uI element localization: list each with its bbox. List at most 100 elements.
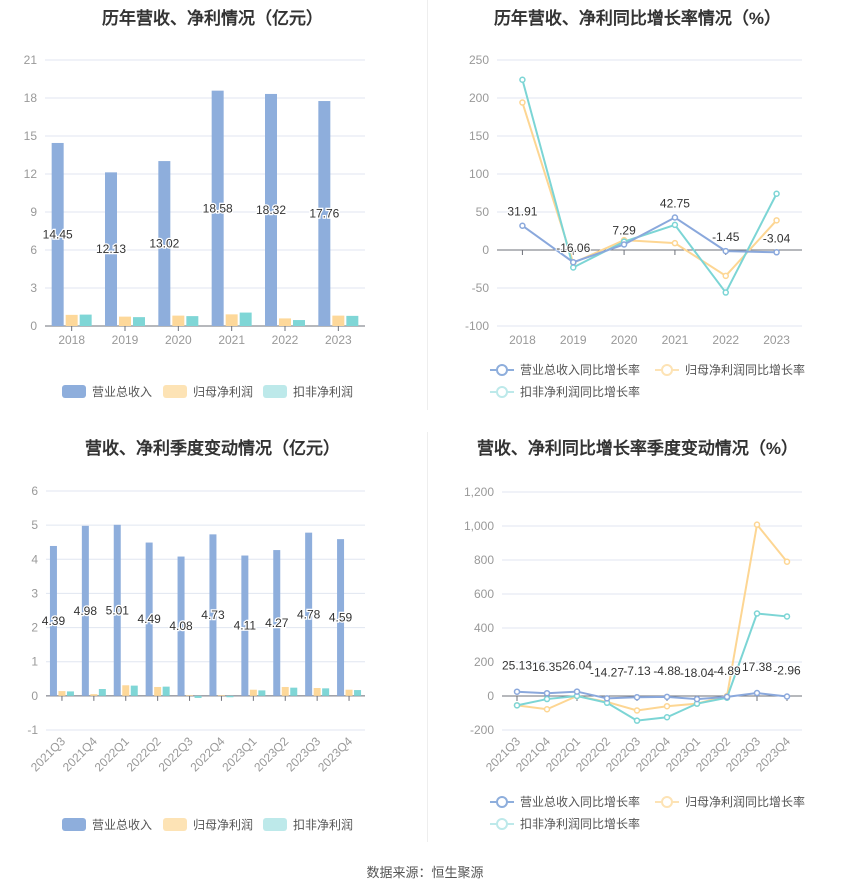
x-tick-label: 2021 [218, 333, 245, 347]
chart-title: 历年营收、净利同比增长率情况（%） [493, 9, 782, 28]
legend-label: 扣非净利润同比增长率 [520, 385, 641, 399]
data-point [513, 702, 521, 709]
bar-net-profit [345, 689, 353, 696]
y-tick-label: 0 [31, 689, 38, 703]
legend-label: 扣非净利润 [293, 818, 354, 832]
bar-net-profit [172, 315, 185, 326]
data-label: 42.75 [660, 197, 690, 211]
y-tick-label: 6 [30, 243, 37, 257]
data-label: 4.11 [234, 619, 257, 633]
bar-revenue [318, 101, 331, 326]
y-tick-label: 6 [31, 484, 38, 498]
data-point [663, 714, 671, 721]
divider [427, 432, 428, 842]
data-label: 4.39 [42, 614, 66, 628]
data-point [543, 689, 551, 697]
bar-revenue [265, 93, 277, 327]
y-tick-label: 1,000 [464, 519, 494, 533]
bar-net-profit [65, 314, 78, 326]
data-point [519, 222, 526, 229]
y-tick-label: -100 [465, 319, 489, 333]
bar-revenue [273, 550, 281, 696]
x-tick-label: 2023Q4 [753, 734, 793, 774]
bar-revenue [145, 542, 153, 696]
data-label: 17.38 [742, 660, 772, 674]
data-point [773, 217, 780, 224]
data-point [663, 693, 671, 701]
y-tick-label: 0 [487, 689, 494, 703]
bar-revenue [105, 172, 117, 326]
data-point [773, 190, 780, 198]
data-point [633, 707, 641, 714]
data-label: 17.76 [309, 207, 339, 221]
data-point [753, 521, 761, 528]
bar-net-profit [122, 685, 130, 696]
data-point [722, 247, 729, 255]
legend-swatch [62, 818, 86, 831]
data-label: -18.04 [680, 666, 714, 680]
legend-line-icon [490, 795, 514, 808]
data-label: 4.73 [201, 608, 225, 622]
bar-revenue [81, 525, 89, 696]
chart-title: 营收、净利同比增长率季度变动情况（%） [476, 439, 799, 458]
legend-label: 扣非净利润 [293, 385, 354, 399]
legend-item-revenue-growth[interactable]: 营业总收入同比增长率 [490, 361, 640, 378]
bar-deducted-profit [226, 695, 234, 698]
bar-revenue [177, 556, 185, 696]
data-point [633, 693, 641, 701]
bar-net-profit [90, 694, 98, 696]
legend-item-net-profit-growth[interactable]: 归母净利润同比增长率 [655, 361, 805, 378]
data-label: -4.88 [653, 664, 681, 678]
bar-deducted-profit [194, 695, 202, 698]
legend-item-net-profit-growth[interactable]: 归母净利润同比增长率 [655, 793, 805, 810]
legend-swatch [263, 385, 287, 398]
bar-deducted-profit [322, 688, 330, 696]
data-point [783, 613, 791, 620]
bar-deducted-profit [346, 315, 359, 326]
x-tick-label: 2019 [560, 333, 587, 347]
y-tick-label: 3 [30, 281, 37, 295]
legend-label: 营业总收入 [92, 818, 153, 832]
data-label: 16.35 [532, 660, 562, 674]
legend-item-net-profit[interactable]: 归母净利润 [163, 383, 253, 400]
legend-item-revenue-growth[interactable]: 营业总收入同比增长率 [490, 793, 640, 810]
legend-line-icon [490, 363, 514, 376]
legend-item-deducted-profit[interactable]: 扣非净利润 [263, 816, 353, 833]
chart-title: 历年营收、净利情况（亿元） [102, 9, 323, 28]
y-tick-label: 600 [474, 587, 494, 601]
legend-item-deducted-growth[interactable]: 扣非净利润同比增长率 [490, 383, 640, 400]
data-point [620, 241, 628, 248]
chart-2: -101234562021Q32021Q42022Q12022Q22022Q32… [27, 484, 365, 774]
data-point [671, 239, 679, 247]
y-tick-label: -50 [472, 281, 490, 295]
legend-item-net-profit[interactable]: 归母净利润 [163, 816, 253, 833]
data-label: -16.06 [556, 241, 590, 255]
y-tick-label: 250 [469, 53, 489, 67]
data-label: 4.49 [137, 612, 161, 626]
legend-line-icon [490, 385, 514, 398]
series-line [516, 612, 788, 722]
y-tick-label: 50 [476, 205, 490, 219]
data-label: 4.59 [329, 610, 353, 624]
legend-item-deducted-profit[interactable]: 扣非净利润 [263, 383, 353, 400]
y-tick-label: 400 [474, 621, 494, 635]
bar-net-profit [217, 695, 225, 696]
data-point [723, 693, 731, 701]
legend-label: 营业总收入同比增长率 [520, 363, 641, 377]
x-tick-label: 2023Q4 [315, 734, 355, 774]
legend-item-revenue[interactable]: 营业总收入 [62, 383, 152, 400]
legend-item-deducted-growth[interactable]: 扣非净利润同比增长率 [490, 815, 640, 832]
x-tick-label: 2021Q4 [60, 734, 100, 774]
y-tick-label: 12 [24, 167, 38, 181]
bar-net-profit [225, 314, 238, 326]
legend-item-revenue[interactable]: 营业总收入 [62, 816, 152, 833]
y-tick-label: 18 [24, 91, 38, 105]
bar-net-profit [186, 695, 194, 696]
y-tick-label: 100 [469, 167, 489, 181]
bar-deducted-profit [354, 690, 362, 696]
data-label: 25.13 [502, 659, 532, 673]
x-tick-label: 2022Q2 [124, 734, 164, 774]
y-tick-label: 1 [31, 655, 38, 669]
bar-net-profit [279, 318, 291, 326]
